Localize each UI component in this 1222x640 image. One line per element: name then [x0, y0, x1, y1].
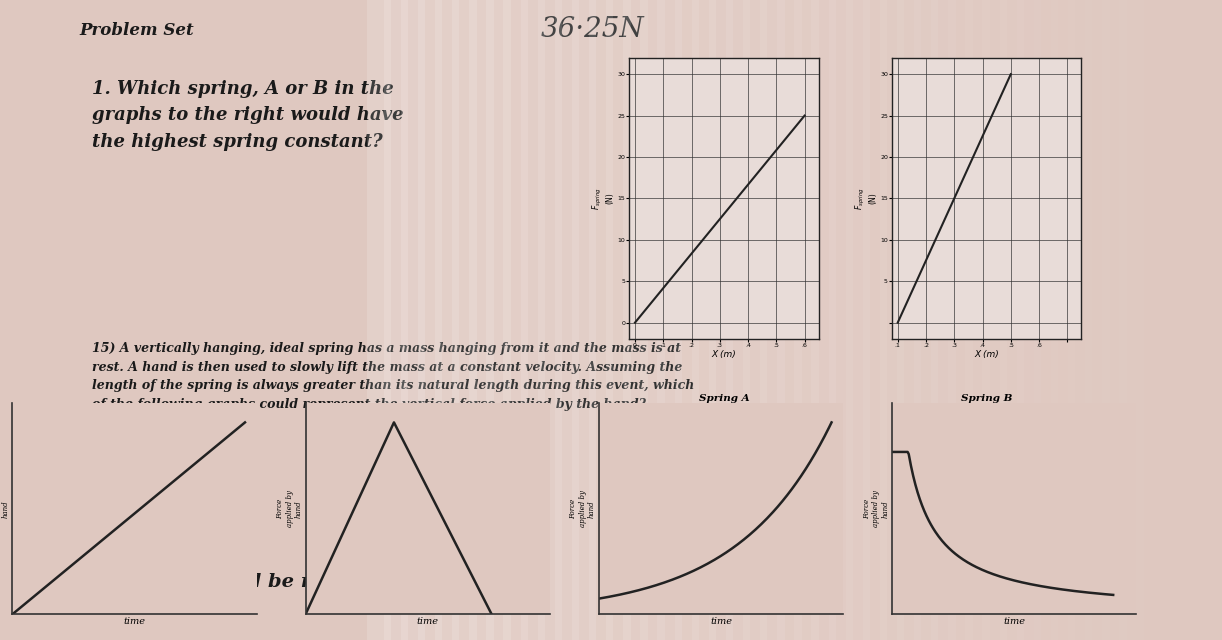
Bar	[657, 0, 682, 640]
Bar	[435, 0, 459, 640]
Bar	[401, 0, 425, 640]
Bar	[640, 0, 665, 640]
Bar	[418, 0, 442, 640]
Bar	[1188, 0, 1212, 640]
Bar	[367, 0, 391, 640]
Text: Problem Set: Problem Set	[79, 22, 194, 40]
Text: Spring B: Spring B	[960, 394, 1013, 403]
Bar	[931, 0, 956, 640]
X-axis label: time: time	[1003, 617, 1025, 626]
Text: 36·25N: 36·25N	[541, 16, 644, 43]
Bar	[521, 0, 545, 640]
Bar	[709, 0, 733, 640]
Bar	[880, 0, 904, 640]
Text: 1. Which spring, A or B in the
graphs to the right would have
the highest spring: 1. Which spring, A or B in the graphs to…	[92, 80, 403, 151]
Bar	[692, 0, 716, 640]
X-axis label: time: time	[417, 617, 439, 626]
Y-axis label: Force
applied by
hand: Force applied by hand	[569, 490, 596, 527]
Bar	[503, 0, 528, 640]
Text: 15) A vertically hanging, ideal spring has a mass hanging from it and the mass i: 15) A vertically hanging, ideal spring h…	[92, 342, 694, 411]
Bar	[589, 0, 613, 640]
Bar	[743, 0, 767, 640]
Bar	[1051, 0, 1075, 640]
Bar	[384, 0, 408, 640]
X-axis label: X (m): X (m)	[711, 349, 737, 359]
Bar	[452, 0, 477, 640]
Bar	[675, 0, 699, 640]
Text: Spring A: Spring A	[699, 394, 749, 403]
Bar	[606, 0, 631, 640]
Bar	[538, 0, 562, 640]
X-axis label: time: time	[710, 617, 732, 626]
Bar	[777, 0, 802, 640]
Y-axis label: Force
applied by
hand: Force applied by hand	[0, 490, 10, 527]
Bar	[623, 0, 648, 640]
Bar	[1205, 0, 1222, 640]
X-axis label: time: time	[123, 617, 145, 626]
Bar	[1000, 0, 1024, 640]
Bar	[1034, 0, 1058, 640]
Bar	[846, 0, 870, 640]
Bar	[914, 0, 938, 640]
Bar	[965, 0, 990, 640]
X-axis label: X (m): X (m)	[974, 349, 1000, 359]
Bar	[555, 0, 579, 640]
Bar	[1068, 0, 1092, 640]
Bar	[469, 0, 494, 640]
Y-axis label: Force
applied by
hand: Force applied by hand	[276, 490, 303, 527]
Bar	[1136, 0, 1161, 640]
Bar	[811, 0, 836, 640]
Bar	[1017, 0, 1041, 640]
Bar	[760, 0, 785, 640]
Text: How much mass would be required: How much mass would be required	[12, 573, 395, 591]
Bar	[794, 0, 819, 640]
Bar	[863, 0, 887, 640]
Bar	[726, 0, 750, 640]
Bar	[829, 0, 853, 640]
Y-axis label: $F_{spring}$
(N): $F_{spring}$ (N)	[591, 187, 615, 210]
Bar	[1154, 0, 1178, 640]
Bar	[1171, 0, 1195, 640]
Y-axis label: $F_{spring}$
(N): $F_{spring}$ (N)	[854, 187, 877, 210]
Bar	[982, 0, 1007, 640]
Bar	[486, 0, 511, 640]
Bar	[897, 0, 921, 640]
Bar	[1102, 0, 1127, 640]
Bar	[1085, 0, 1110, 640]
Bar	[1119, 0, 1144, 640]
Bar	[948, 0, 973, 640]
Y-axis label: Force
applied by
hand: Force applied by hand	[863, 490, 890, 527]
Bar	[572, 0, 596, 640]
